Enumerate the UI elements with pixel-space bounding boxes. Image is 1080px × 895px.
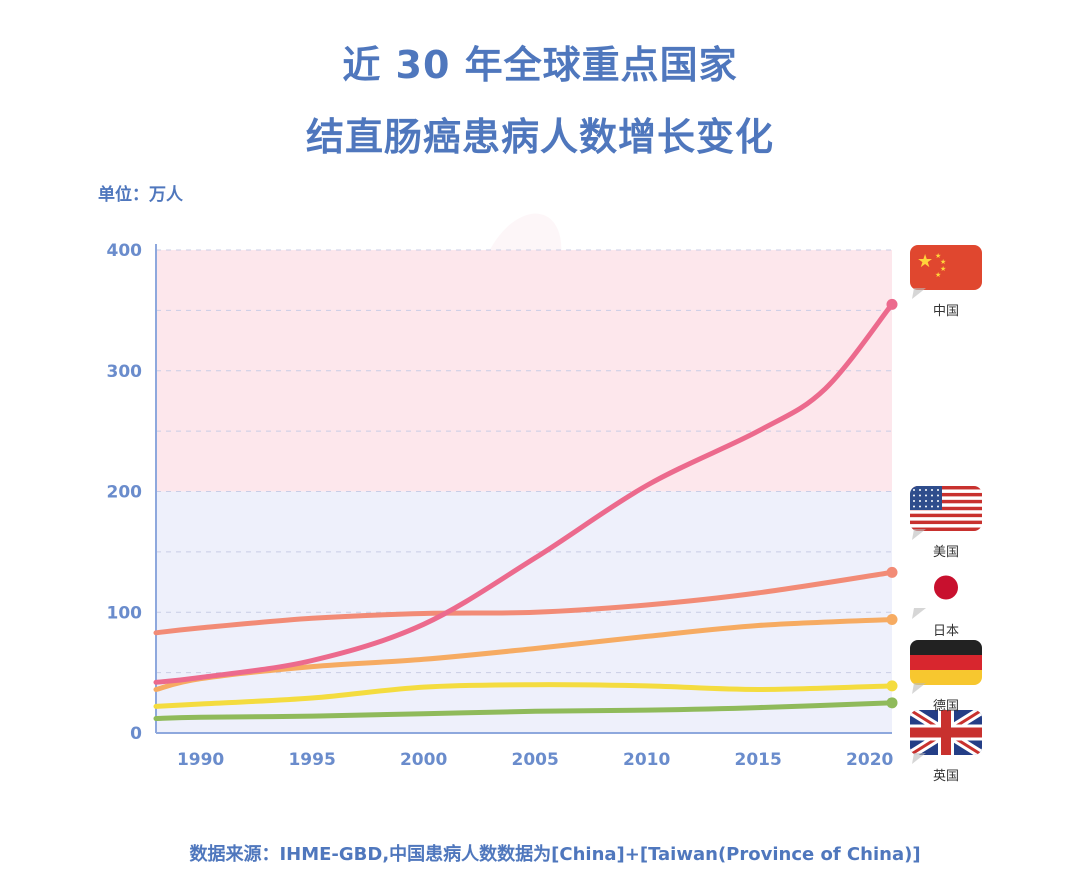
legend-label-japan: 日本: [932, 624, 959, 639]
x-tick-label: 2015: [735, 750, 782, 770]
x-tick-label: 1990: [177, 750, 224, 770]
svg-text:★: ★: [940, 258, 946, 266]
legend-label-china: 中国: [932, 304, 959, 319]
svg-text:★: ★: [940, 265, 946, 273]
x-tick-label: 2010: [623, 750, 670, 770]
y-tick-label: 0: [130, 724, 142, 744]
series-line-uk: [153, 700, 895, 721]
uk-flag: [910, 710, 982, 764]
series-end-dot-usa: [886, 566, 898, 578]
x-tick-label: 2020: [846, 750, 893, 770]
y-tick-label: 200: [107, 483, 143, 503]
y-tick-label: 400: [107, 241, 143, 261]
x-tick-label: 2000: [400, 750, 447, 770]
series-end-dot-china: [886, 298, 898, 310]
series-end-dot-germany: [886, 680, 898, 692]
series-end-dot-uk: [886, 697, 898, 709]
series-line-usa: [153, 569, 895, 636]
y-tick-label: 300: [107, 362, 143, 382]
usa-flag: [910, 486, 982, 540]
legend-label-uk: 英国: [932, 769, 959, 784]
y-axis-unit-label: 单位：万人: [98, 185, 183, 205]
legend-label-usa: 美国: [932, 545, 959, 560]
svg-text:★: ★: [917, 251, 933, 272]
svg-text:★: ★: [935, 271, 941, 279]
y-tick-label: 100: [107, 603, 143, 623]
x-tick-label: 1995: [288, 750, 335, 770]
chart-title-line2: 结直肠癌患病人数增长变化: [305, 115, 774, 159]
series-line-china: [153, 301, 895, 685]
svg-text:★: ★: [935, 252, 941, 260]
data-source-note: 数据来源：IHME-GBD,中国患病人数数据为[China]+[Taiwan(P…: [189, 844, 921, 865]
japan-flag: [910, 565, 982, 619]
legend-label-germany: 德国: [932, 699, 959, 714]
china-flag: ★ ★★★★: [910, 245, 982, 299]
germany-flag: [910, 640, 982, 694]
series-line-germany: [153, 682, 895, 709]
x-tick-label: 2005: [511, 750, 558, 770]
series-end-dot-japan: [886, 613, 898, 625]
chart-title-line1: 近 30 年全球重点国家: [342, 43, 738, 87]
